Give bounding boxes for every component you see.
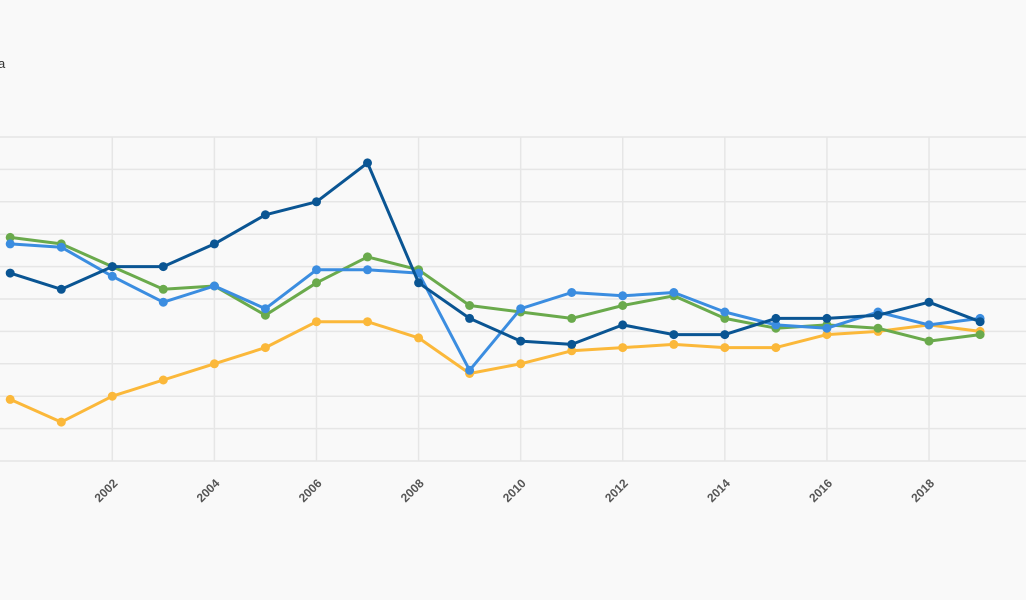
series-0-point-16[interactable] [822, 313, 832, 323]
series-1-point-14[interactable] [720, 307, 730, 317]
series-0-point-9[interactable] [465, 313, 475, 323]
series-1-point-13[interactable] [669, 288, 679, 297]
series-0-point-0[interactable] [5, 268, 15, 278]
x-tick-label-8: 2018 [908, 476, 937, 505]
x-axis-ticks: 2002 2004 2006 2008 2010 2012 2014 2016 2018 [92, 476, 938, 505]
series-line-1 [8, 242, 982, 372]
series-line-2 [8, 235, 982, 343]
series-0-point-7[interactable] [363, 158, 372, 168]
series-0-point-6[interactable] [312, 197, 321, 207]
series-2-point-5[interactable] [260, 310, 270, 320]
series-0-point-18[interactable] [924, 297, 934, 307]
series-3-point-10[interactable] [516, 359, 526, 369]
series-3-point-2[interactable] [107, 391, 117, 401]
x-tick-label-7: 2016 [806, 476, 835, 505]
series-3 [5, 317, 985, 427]
series-3-point-13[interactable] [669, 339, 679, 349]
series-0-point-19[interactable] [975, 317, 985, 327]
series-3-point-12[interactable] [618, 343, 628, 353]
series-0-point-8[interactable] [414, 278, 424, 288]
series-1-point-6[interactable] [312, 265, 321, 275]
series-2-point-12[interactable] [618, 301, 628, 310]
series-2-point-7[interactable] [363, 252, 372, 262]
series-3-point-8[interactable] [414, 333, 424, 343]
series-0-point-17[interactable] [873, 310, 883, 320]
series-lines [5, 158, 985, 427]
series-2-point-17[interactable] [873, 323, 883, 333]
series-3-point-0[interactable] [5, 394, 15, 404]
series-line-0 [8, 161, 982, 346]
series-2-point-19[interactable] [975, 330, 985, 340]
series-2-point-6[interactable] [312, 278, 321, 288]
series-1-point-2[interactable] [107, 271, 117, 281]
series-0-point-2[interactable] [107, 262, 117, 272]
series-3-point-16[interactable] [822, 330, 832, 340]
series-3-point-14[interactable] [720, 343, 730, 353]
series-3-point-1[interactable] [56, 417, 66, 427]
series-3-point-4[interactable] [209, 359, 219, 369]
series-3-point-5[interactable] [260, 343, 270, 353]
series-3-point-6[interactable] [312, 317, 321, 327]
series-1-point-4[interactable] [209, 281, 219, 291]
x-tick-label-0: 2002 [92, 476, 121, 505]
x-tick-label-2: 2006 [296, 476, 325, 505]
series-1-point-18[interactable] [924, 320, 934, 330]
series-0-point-11[interactable] [567, 339, 577, 349]
series-1-point-7[interactable] [363, 265, 372, 275]
series-0-point-5[interactable] [260, 210, 270, 220]
series-2-point-18[interactable] [924, 336, 934, 346]
series-0-point-12[interactable] [618, 320, 628, 330]
series-0-point-15[interactable] [771, 313, 781, 323]
series-1-point-10[interactable] [516, 304, 526, 314]
series-line-3 [8, 320, 982, 424]
x-tick-label-1: 2004 [194, 476, 223, 505]
series-2-point-9[interactable] [465, 301, 475, 310]
x-tick-label-4: 2010 [500, 476, 529, 505]
series-1 [5, 239, 985, 375]
series-3-point-11[interactable] [567, 346, 577, 356]
series-0-point-1[interactable] [56, 284, 66, 294]
series-0 [5, 158, 985, 349]
series-1-point-15[interactable] [771, 320, 781, 330]
series-0-point-13[interactable] [669, 330, 679, 340]
series-3-point-3[interactable] [158, 375, 168, 385]
series-1-point-16[interactable] [822, 323, 832, 333]
series-1-point-9[interactable] [465, 365, 475, 375]
series-2-point-3[interactable] [158, 284, 168, 294]
series-2-point-0[interactable] [5, 232, 15, 242]
series-3-point-7[interactable] [363, 317, 372, 327]
series-0-point-10[interactable] [516, 336, 526, 346]
series-1-point-5[interactable] [260, 304, 270, 314]
series-1-point-12[interactable] [618, 291, 628, 301]
series-2-point-14[interactable] [720, 313, 730, 323]
series-1-point-0[interactable] [5, 239, 15, 249]
series-0-point-14[interactable] [720, 330, 730, 340]
x-tick-label-3: 2008 [398, 476, 427, 505]
x-tick-label-6: 2014 [704, 476, 733, 505]
x-tick-label-5: 2012 [602, 476, 631, 505]
legend-text-fragment: a [0, 56, 6, 71]
series-1-point-3[interactable] [158, 297, 168, 307]
series-0-point-4[interactable] [209, 239, 219, 249]
series-2-point-11[interactable] [567, 313, 577, 323]
series-0-point-3[interactable] [158, 262, 168, 272]
series-1-point-1[interactable] [56, 242, 66, 252]
series-3-point-15[interactable] [771, 343, 781, 353]
series-1-point-11[interactable] [567, 288, 577, 297]
